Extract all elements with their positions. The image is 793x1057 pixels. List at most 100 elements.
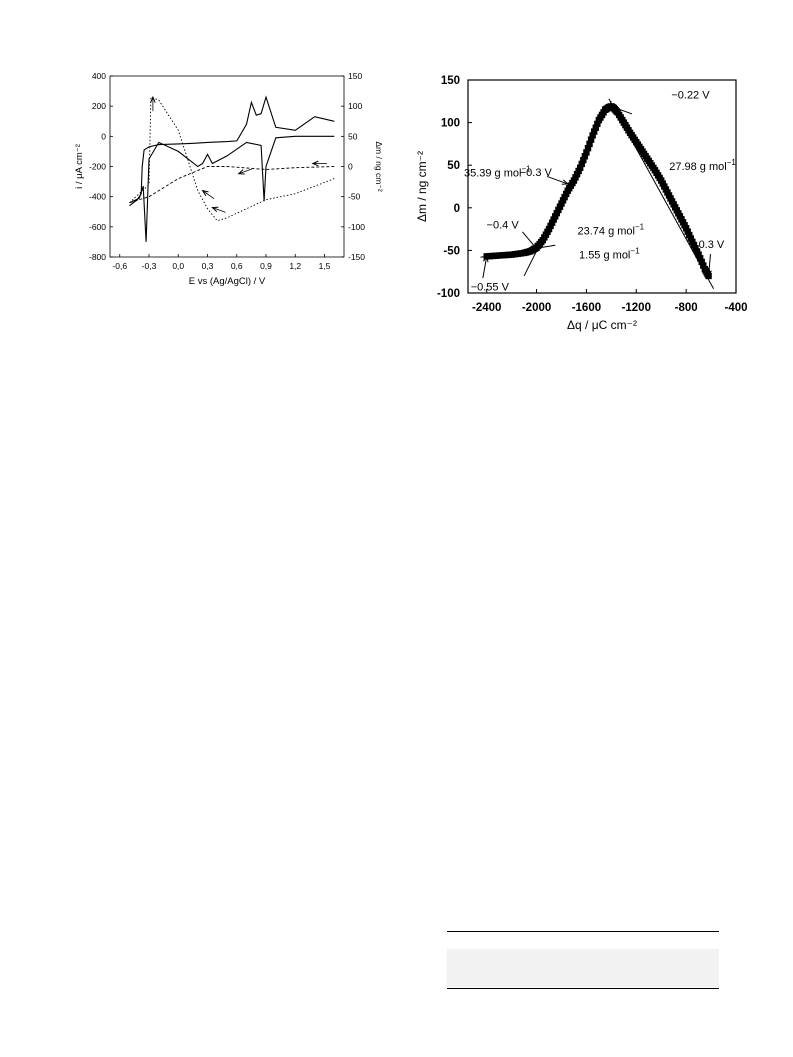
right-y-tick-label: -100 xyxy=(437,288,460,300)
right-annotation-arrow-shaft xyxy=(522,231,537,250)
left-x-tick-label: 0,3 xyxy=(202,261,214,271)
right-annotation-arrow-shaft xyxy=(611,105,633,115)
right-data-point xyxy=(581,153,589,160)
right-x-tick-label: -2400 xyxy=(472,302,501,314)
right-annotation-arrow-shaft xyxy=(708,254,711,277)
right-y-tick-label: 100 xyxy=(441,118,460,130)
right-y-tick-label: 50 xyxy=(447,160,460,172)
left-y-axis-label: i / μA cm⁻² xyxy=(74,144,85,189)
right-data-point xyxy=(580,156,587,164)
right-annotation-label: −0.22 V xyxy=(671,89,710,101)
right-annotation-label: 35.39 g mol−1 xyxy=(464,165,531,180)
right-y-tick-label: 150 xyxy=(441,75,460,87)
right-fit-line-2 xyxy=(523,101,612,277)
left-annotation-arrowhead xyxy=(150,95,156,103)
left-y-tick-label: -600 xyxy=(89,222,106,232)
right-annotation-arrow-shaft xyxy=(482,256,488,279)
left-chart: -0,6 -0,3 0,0 0,3 0,6 0,9 1,2 1,5 400 200 0 -200 -40… xyxy=(70,60,390,300)
right-annotation-label: −0.4 V xyxy=(487,220,520,232)
left-y-tick-label: 0 xyxy=(101,131,106,141)
right-x-axis-label: Δq / μC cm⁻² xyxy=(567,318,637,332)
right-fit-line-3 xyxy=(608,98,715,289)
right-y-axis-label: Δm / ng cm⁻² xyxy=(415,151,429,222)
left-x-tick-label: 1,2 xyxy=(289,261,301,271)
right-annotation-arrowhead xyxy=(530,242,538,250)
left-series-4-line xyxy=(129,96,335,222)
right-annotation-unit-superscript: −1 xyxy=(521,165,531,174)
right-annotation-label: −0.55 V xyxy=(471,281,510,293)
right-data-point xyxy=(700,262,707,269)
right-annotation-unit-superscript: −1 xyxy=(635,222,645,231)
right-data-point xyxy=(687,235,695,242)
right-annotation-arrowhead xyxy=(483,255,489,263)
table-bottom-rule xyxy=(447,988,719,989)
left-annotation-arrowhead xyxy=(237,169,245,175)
left-x-tick-label: -0,6 xyxy=(112,261,127,271)
right-x-tick-label: -2000 xyxy=(522,302,551,314)
right-data-point xyxy=(695,251,702,258)
table-top-rule xyxy=(447,931,719,932)
right-annotation-label: 0.3 V xyxy=(699,239,725,251)
right-annotation-label: 1.55 g mol−1 xyxy=(579,246,640,261)
left-y-tick-label: -800 xyxy=(89,252,106,262)
right-plot-frame xyxy=(467,79,737,294)
right-annotation-arrowhead xyxy=(610,105,618,111)
left-x-tick-label: 0,9 xyxy=(260,261,272,271)
right-data-point xyxy=(578,160,585,168)
left-y-tick-label: -400 xyxy=(89,192,106,202)
left-x-tick-label: -0,3 xyxy=(142,261,157,271)
right-annotation-label: −0.3 V xyxy=(520,167,553,179)
right-x-tick-label: -800 xyxy=(675,302,698,314)
left-annotation-arrowhead xyxy=(311,160,319,167)
right-data-point xyxy=(592,124,599,131)
right-y-tick-label: -50 xyxy=(443,245,460,257)
right-y-tick-label: 0 xyxy=(454,203,460,215)
left-series-3-line xyxy=(129,166,335,204)
right-annotation-label: 23.74 g mol−1 xyxy=(577,222,644,237)
right-data-point xyxy=(696,255,704,262)
left-y2-tick-label: 100 xyxy=(348,101,362,111)
right-x-tick-label: -1200 xyxy=(622,302,651,314)
right-annotation-arrow-shaft xyxy=(546,175,568,185)
right-chart: -2400 -2000 -1600 -1200 -800 -400 150 100 50 0 -50… xyxy=(410,60,770,350)
right-chart-svg: -2400 -2000 -1600 -1200 -800 -400 150 100 50 0 -50… xyxy=(415,75,748,332)
right-data-point xyxy=(587,136,595,143)
left-x-tick-label: 1,5 xyxy=(319,261,331,271)
left-series-1-line xyxy=(129,95,335,207)
left-y-tick-label: -200 xyxy=(89,162,106,172)
right-x-tick-label: -400 xyxy=(724,302,747,314)
right-data-point xyxy=(591,128,598,135)
left-y-tick-label: 200 xyxy=(92,101,106,111)
left-x-tick-label: 0,6 xyxy=(231,261,243,271)
left-y2-tick-label: -150 xyxy=(348,252,365,262)
left-y2-tick-label: -100 xyxy=(348,222,365,232)
right-data-point xyxy=(698,258,705,266)
right-annotation-arrowhead xyxy=(561,179,569,185)
right-data-point xyxy=(686,231,693,239)
right-annotation-arrowhead xyxy=(706,270,712,278)
left-series-2-line xyxy=(129,135,335,242)
left-y2-tick-label: 150 xyxy=(348,71,362,81)
left-annotation-arrowhead xyxy=(201,189,209,196)
right-data-point xyxy=(682,225,690,232)
left-y2-tick-label: 0 xyxy=(348,162,353,172)
left-y2-tick-label: -50 xyxy=(348,192,361,202)
right-annotation-unit-superscript: −1 xyxy=(630,246,640,255)
left-chart-svg: -0,6 -0,3 0,0 0,3 0,6 0,9 1,2 1,5 400 200 0 -200 -40… xyxy=(74,71,384,287)
left-x-tick-label: 0,0 xyxy=(172,261,184,271)
right-data-point xyxy=(684,228,691,235)
right-data-point xyxy=(594,120,601,128)
left-y-tick-label: 400 xyxy=(92,71,106,81)
right-annotation-label: 27.98 g mol−1 xyxy=(669,158,736,173)
right-fit-line-1 xyxy=(480,244,556,258)
left-annotation-arrowhead xyxy=(211,206,219,212)
left-y2-axis-label: Δm / ng cm⁻² xyxy=(374,141,384,191)
right-annotation-unit-superscript: −1 xyxy=(727,158,737,167)
left-annotation-arrow-shaft xyxy=(202,190,215,199)
right-x-tick-label: -1600 xyxy=(572,302,601,314)
table-body xyxy=(447,949,719,987)
left-annotation-arrow-shaft xyxy=(212,207,226,213)
left-x-axis-label: E vs (Ag/AgCl) / V xyxy=(189,276,266,287)
left-annotation-arrow-shaft xyxy=(238,168,252,175)
right-data-point xyxy=(589,132,596,139)
